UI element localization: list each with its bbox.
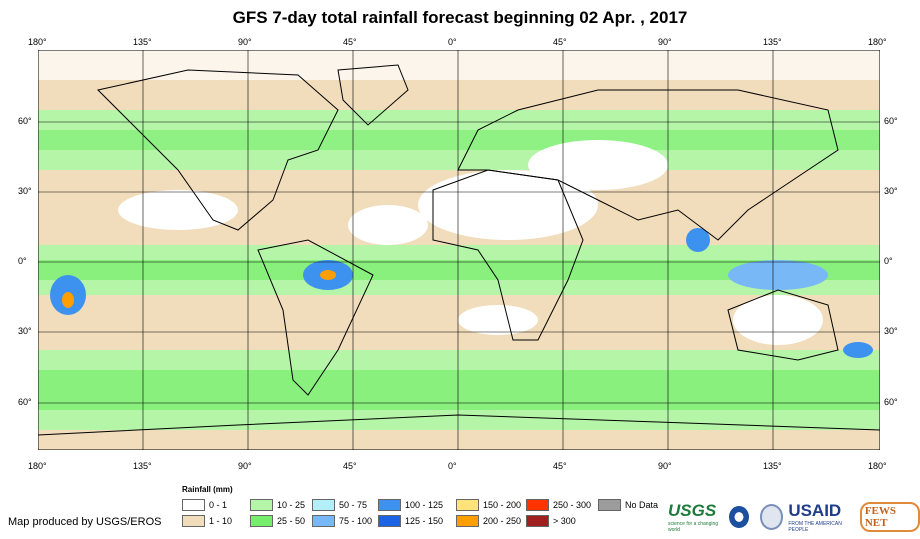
- legend-label: 0 - 1: [209, 500, 228, 510]
- legend-item: 100 - 125: [378, 499, 443, 511]
- lon-label-bottom: 135°: [763, 461, 782, 471]
- legend-label: 250 - 300: [553, 500, 592, 510]
- lat-label-left: 0°: [18, 256, 27, 266]
- lon-label-top: 180°: [868, 37, 887, 47]
- rainfall-map: [38, 50, 880, 450]
- legend-swatch: [312, 499, 335, 511]
- credit-text: Map produced by USGS/EROS: [8, 516, 162, 528]
- lon-label-top: 0°: [448, 37, 457, 47]
- lat-label-right: 30°: [884, 186, 898, 196]
- lat-label-right: 30°: [884, 326, 898, 336]
- legend-item: 0 - 1: [182, 499, 227, 511]
- lon-label-bottom: 45°: [343, 461, 357, 471]
- legend-item: > 300: [526, 515, 576, 527]
- legend-label: No Data: [625, 500, 659, 510]
- australia-outline: [727, 289, 839, 361]
- legend-label: 200 - 250: [483, 516, 522, 526]
- south-america-outline: [257, 239, 374, 396]
- legend-item: 50 - 75: [312, 499, 367, 511]
- lon-label-bottom: 90°: [658, 461, 672, 471]
- dry-sahara: [418, 170, 598, 240]
- legend-item: No Data: [598, 499, 658, 511]
- legend-label: 25 - 50: [277, 516, 306, 526]
- legend-swatch: [182, 499, 205, 511]
- legend-item: 150 - 200: [456, 499, 521, 511]
- heavy-rain-indonesia: [728, 260, 828, 290]
- legend-swatch: [250, 499, 273, 511]
- legend-swatch: [378, 515, 401, 527]
- fews-net-logo: FEWS NET: [859, 502, 920, 532]
- legend-label: 125 - 150: [405, 516, 444, 526]
- lat-label-right: 60°: [884, 116, 898, 126]
- lon-label-bottom: 180°: [868, 461, 887, 471]
- map-title: GFS 7-day total rainfall forecast beginn…: [232, 8, 688, 27]
- legend-item: 200 - 250: [456, 515, 521, 527]
- logos: USGS science for a changing world USAID FR…: [668, 501, 920, 533]
- usaid-logo: USAID FROM THE AMERICAN PEOPLE: [788, 501, 842, 533]
- legend-swatch: [378, 499, 401, 511]
- legend-swatch: [526, 515, 549, 527]
- usgs-logo: USGS science for a changing world: [668, 501, 719, 533]
- north-america-outline: [97, 69, 339, 231]
- lon-label-top: 45°: [553, 37, 567, 47]
- legend-label: > 300: [553, 516, 576, 526]
- legend-swatch: [456, 499, 479, 511]
- legend-label: 100 - 125: [405, 500, 444, 510]
- legend-label: 150 - 200: [483, 500, 522, 510]
- legend-swatch: [456, 515, 479, 527]
- legend-title: Rainfall (mm): [182, 485, 233, 494]
- legend-item: 1 - 10: [182, 515, 232, 527]
- legend-swatch: [312, 515, 335, 527]
- legend-swatch: [182, 515, 205, 527]
- lon-label-top: 90°: [238, 37, 252, 47]
- lon-label-top: 180°: [28, 37, 47, 47]
- lon-label-top: 90°: [658, 37, 672, 47]
- legend-swatch: [250, 515, 273, 527]
- eurasia-outline: [457, 89, 839, 241]
- lat-label-right: 60°: [884, 397, 898, 407]
- lon-label-bottom: 45°: [553, 461, 567, 471]
- lat-label-left: 60°: [18, 397, 32, 407]
- legend-item: 125 - 150: [378, 515, 443, 527]
- legend-label: 1 - 10: [209, 516, 233, 526]
- lon-label-bottom: 180°: [28, 461, 47, 471]
- greenland-outline: [337, 64, 409, 126]
- lat-label-left: 60°: [18, 116, 32, 126]
- legend-item: 10 - 25: [250, 499, 305, 511]
- lon-label-top: 45°: [343, 37, 357, 47]
- legend-item: 250 - 300: [526, 499, 591, 511]
- lon-label-top: 135°: [133, 37, 152, 47]
- legend-item: 75 - 100: [312, 515, 372, 527]
- legend-item: 25 - 50: [250, 515, 305, 527]
- lat-label-right: 0°: [884, 256, 893, 266]
- usaid-seal: [759, 504, 784, 530]
- lat-label-left: 30°: [18, 326, 32, 336]
- lon-label-bottom: 135°: [133, 461, 152, 471]
- legend-label: 50 - 75: [339, 500, 368, 510]
- legend-swatch: [598, 499, 621, 511]
- noaa-logo: [729, 506, 749, 528]
- lat-label-left: 30°: [18, 186, 32, 196]
- lon-label-bottom: 0°: [448, 461, 457, 471]
- legend-label: 75 - 100: [339, 516, 373, 526]
- lon-label-top: 135°: [763, 37, 782, 47]
- lon-label-bottom: 90°: [238, 461, 252, 471]
- legend-label: 10 - 25: [277, 500, 306, 510]
- legend-swatch: [526, 499, 549, 511]
